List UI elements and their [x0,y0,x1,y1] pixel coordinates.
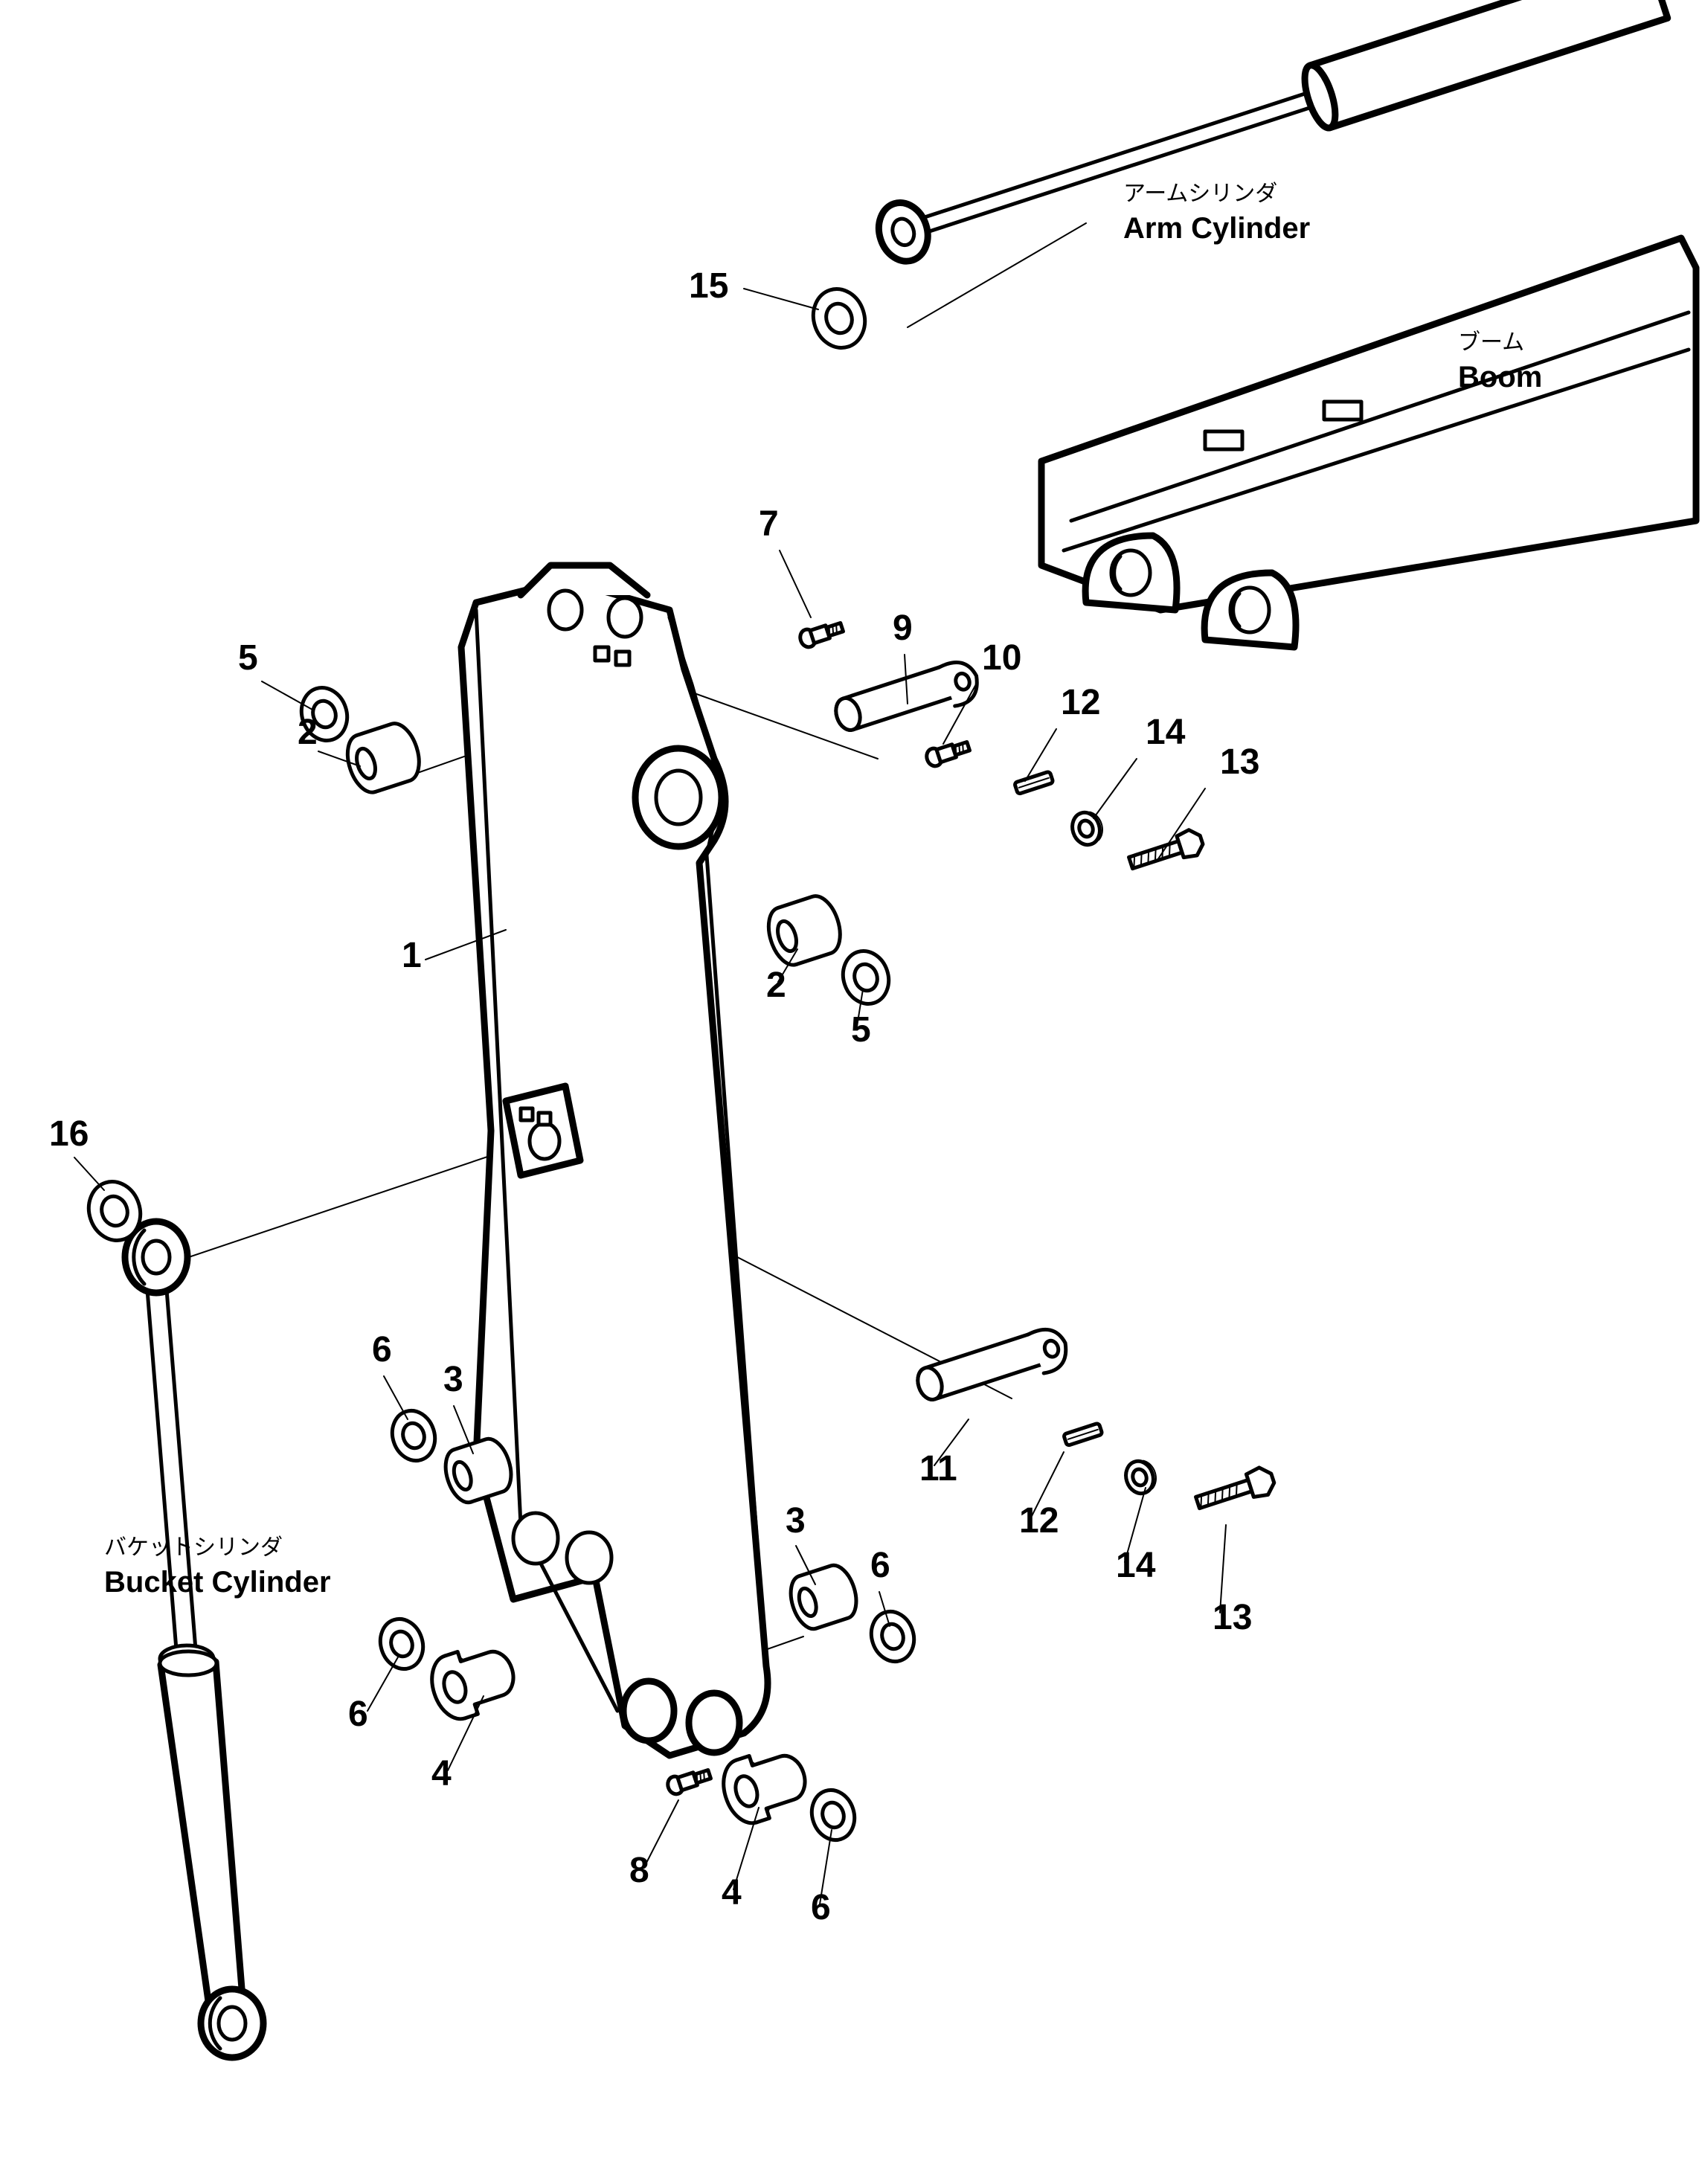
callout-14: 14 [1116,1546,1156,1585]
callout-6: 6 [372,1330,392,1369]
callout-5: 5 [238,638,258,678]
callout-7: 7 [759,504,779,544]
callout-6: 6 [870,1546,890,1585]
label-bucket_cyl_jp: バケットシリンダ [104,1535,283,1560]
callout-2: 2 [766,966,786,1005]
callout-5: 5 [851,1010,871,1050]
label-boom_en: Boom [1458,361,1542,394]
callout-6: 6 [348,1695,368,1734]
callout-11: 11 [919,1449,957,1488]
label-boom_jp: ブーム [1458,330,1524,355]
callout-9: 9 [893,608,913,648]
callout-13: 13 [1220,742,1259,782]
callout-4: 4 [431,1754,452,1793]
callout-13: 13 [1213,1598,1252,1637]
callout-3: 3 [443,1360,463,1399]
callout-8: 8 [629,1851,649,1890]
callout-1: 1 [402,936,422,975]
callout-12: 12 [1061,683,1100,722]
callout-16: 16 [49,1114,89,1154]
callout-2: 2 [298,713,318,752]
callout-14: 14 [1146,713,1186,752]
callout-6: 6 [811,1888,831,1927]
callout-15: 15 [689,266,728,306]
callout-3: 3 [786,1501,806,1541]
callout-12: 12 [1019,1501,1059,1541]
callout-4: 4 [722,1873,742,1912]
callout-10: 10 [982,638,1021,678]
label-bucket_cyl_en: Bucket Cylinder [104,1566,331,1599]
label-arm_cyl_en: Arm Cylinder [1123,212,1310,245]
label-arm_cyl_jp: アームシリンダ [1123,182,1277,206]
